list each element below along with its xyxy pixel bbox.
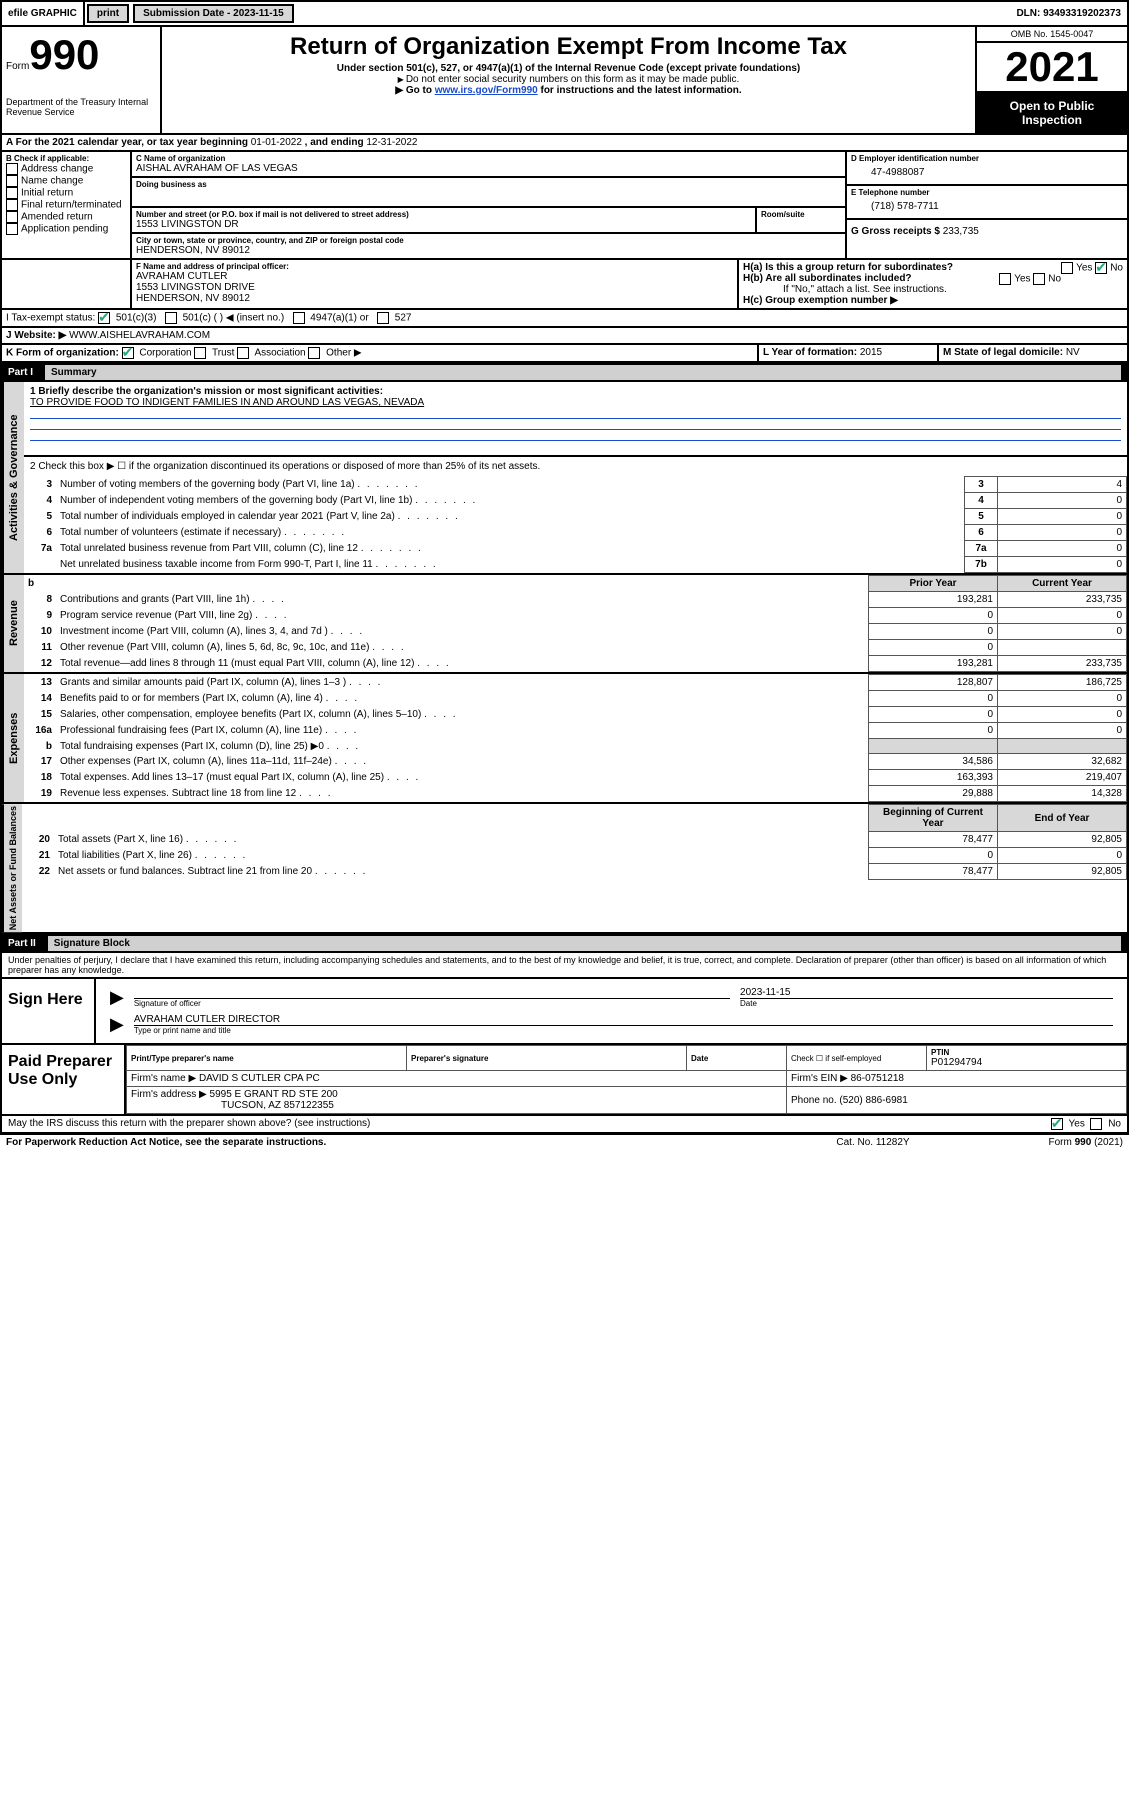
dept-treasury: Department of the Treasury Internal Reve… (6, 97, 156, 117)
form-header: Form990 Department of the Treasury Inter… (0, 27, 1129, 135)
identity-block: B Check if applicable: Address change Na… (0, 152, 1129, 260)
print-button[interactable]: print (87, 4, 129, 23)
balance-block: Net Assets or Fund Balances Beginning of… (0, 804, 1129, 934)
footer-row: For Paperwork Reduction Act Notice, see … (0, 1134, 1129, 1150)
tax-year: 2021 (977, 43, 1127, 93)
section-i: I Tax-exempt status: 501(c)(3) 501(c) ( … (0, 310, 1129, 328)
form-footer: Form 990 (2021) (973, 1137, 1123, 1148)
side-expenses: Expenses (2, 674, 24, 802)
part1-body: Activities & Governance 1 Briefly descri… (0, 382, 1129, 575)
section-h: H(a) Is this a group return for subordin… (739, 260, 1127, 308)
form-number: Form990 (6, 31, 156, 79)
governance-table: 3 Number of voting members of the govern… (24, 476, 1127, 573)
section-klm: K Form of organization: Corporation Trus… (0, 345, 1129, 363)
officer-block: F Name and address of principal officer:… (0, 260, 1129, 310)
section-c: C Name of organization AISHAL AVRAHAM OF… (132, 152, 847, 258)
form-title: Return of Organization Exempt From Incom… (166, 33, 971, 61)
section-j: J Website: ▶ WWW.AISHELAVRAHAM.COM (0, 328, 1129, 345)
omb-number: OMB No. 1545-0047 (977, 27, 1127, 43)
revenue-table: b Prior Year Current Year8 Contributions… (24, 575, 1127, 672)
top-bar: efile GRAPHIC print Submission Date - 20… (0, 0, 1129, 27)
section-b: B Check if applicable: Address change Na… (2, 152, 132, 258)
expense-block: Expenses 13 Grants and similar amounts p… (0, 674, 1129, 804)
part2-header: Part II Signature Block (0, 934, 1129, 953)
efile-label: efile GRAPHIC (2, 2, 85, 25)
form-subtitle: Under section 501(c), 527, or 4947(a)(1)… (166, 63, 971, 74)
expense-table: 13 Grants and similar amounts paid (Part… (24, 674, 1127, 802)
sign-here-block: Sign Here ▶ Signature of officer 2023-11… (0, 979, 1129, 1045)
submission-date-button[interactable]: Submission Date - 2023-11-15 (133, 4, 294, 23)
revenue-block: Revenue b Prior Year Current Year8 Contr… (0, 575, 1129, 674)
note-website: ▶ Go to www.irs.gov/Form990 for instruct… (166, 85, 971, 96)
side-governance: Activities & Governance (2, 382, 24, 573)
open-to-public: Open to Public Inspection (977, 93, 1127, 133)
penalty-text: Under penalties of perjury, I declare th… (0, 953, 1129, 979)
period-row: A For the 2021 calendar year, or tax yea… (0, 135, 1129, 152)
side-balances: Net Assets or Fund Balances (2, 804, 22, 932)
note-ssn: Do not enter social security numbers on … (166, 74, 971, 85)
section-deg: D Employer identification number 47-4988… (847, 152, 1127, 258)
part1-header: Part I Summary (0, 363, 1129, 382)
side-revenue: Revenue (2, 575, 24, 672)
dln: DLN: 93493319202373 (1010, 2, 1127, 25)
balance-table: Beginning of Current Year End of Year20 … (22, 804, 1127, 880)
paid-preparer-block: Paid Preparer Use Only Print/Type prepar… (0, 1045, 1129, 1116)
may-irs-row: May the IRS discuss this return with the… (0, 1116, 1129, 1134)
section-f: F Name and address of principal officer:… (132, 260, 739, 308)
